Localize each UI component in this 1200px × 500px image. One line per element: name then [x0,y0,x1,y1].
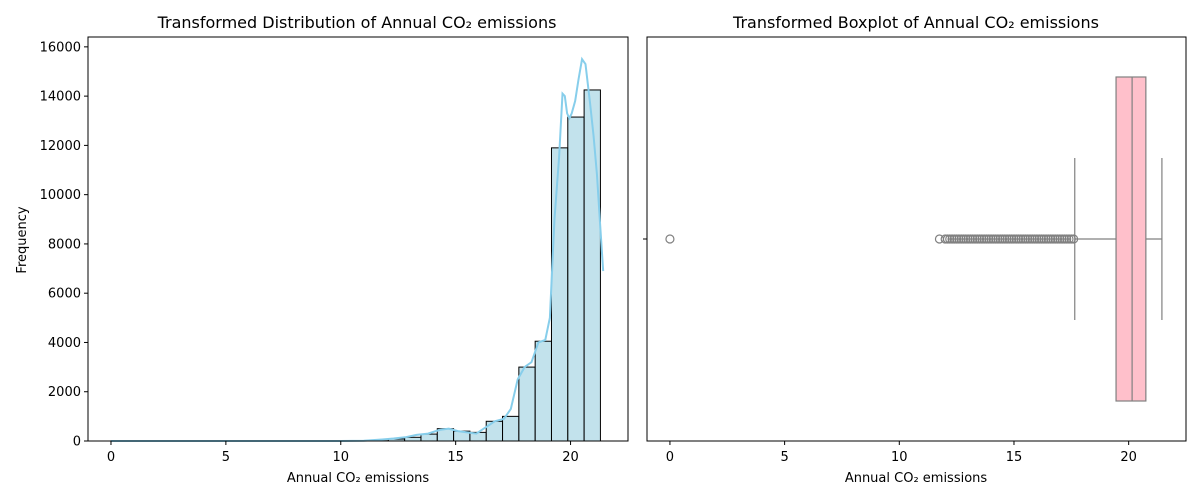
outlier-point [984,234,994,244]
histogram-panel: Transformed Distribution of Annual CO₂ e… [15,13,629,486]
outlier-point [995,234,1005,244]
outlier-point [949,234,959,244]
outlier-point [958,234,969,244]
outlier-point [1057,234,1067,244]
outlier-point [1023,234,1033,244]
outlier-point [972,234,982,244]
outlier-point [1025,234,1035,244]
outlier-point [1039,234,1049,244]
histogram-y-ticks: 0 2000 4000 6000 8000 10000 12000 14000 16000 [40,40,88,450]
histogram-title: Transformed Distribution of Annual CO₂ e… [157,13,557,32]
histogram-bar [534,340,552,442]
outlier-point [1004,234,1014,244]
histogram-x-ticks: 0 5 10 15 20 [107,441,579,465]
outlier-point [993,234,1003,244]
outlier-point [1020,234,1031,244]
outlier-point [1064,234,1074,244]
outlier-point [952,234,962,244]
boxplot-title: Transformed Boxplot of Annual CO₂ emissi… [732,13,1099,32]
outlier-point [981,234,992,244]
outlier-point [954,234,964,244]
boxplot-panel: Transformed Boxplot of Annual CO₂ emissi… [643,13,1187,486]
outlier-point [1016,234,1026,244]
x-tick-label: 20 [562,450,579,465]
x-tick-label: 10 [891,450,908,465]
outlier-point [970,234,980,244]
outlier-point [1052,234,1063,244]
outlier-point [665,234,675,244]
histogram-plot-frame [87,36,629,442]
y-tick-label: 8000 [48,237,81,252]
outlier-point [977,234,987,244]
outlier-point [1009,234,1019,244]
histogram-bar [550,147,569,442]
outlier-point [1050,234,1060,244]
histogram-bar [583,89,601,442]
kde-curve [110,56,605,442]
y-tick-label: 6000 [48,287,81,302]
outlier-point [1011,234,1021,244]
outlier-point [947,234,957,244]
outlier-point [1046,234,1056,244]
outlier-point [1062,234,1072,244]
outlier-point [997,234,1008,244]
x-tick-label: 5 [780,450,788,465]
histogram-bar [567,116,585,442]
histogram-bar [518,366,536,442]
outlier-point [1000,234,1010,244]
interquartile-box [1115,76,1147,402]
x-tick-label: 15 [1006,450,1023,465]
outlier-point [1007,234,1017,244]
outlier-point [965,234,976,244]
outlier-point [1041,234,1051,244]
x-tick-label: 10 [332,450,349,465]
outlier-point [945,234,955,244]
boxplot-body [1074,76,1163,402]
outlier-point [1013,234,1024,244]
x-tick-label: 5 [222,450,230,465]
outlier-point [1034,234,1044,244]
y-tick-label: 4000 [48,336,81,351]
outlier-point [1002,234,1012,244]
outlier-point [940,234,950,244]
outlier-point [956,234,966,244]
x-tick-label: 0 [107,450,115,465]
y-tick-label: 0 [73,435,81,450]
x-tick-label: 15 [447,450,464,465]
y-tick-label: 12000 [40,139,81,154]
outlier-point [963,234,973,244]
histogram-x-axis-label: Annual CO₂ emissions [287,471,430,486]
histogram-bars [110,89,601,442]
outlier-point [988,234,998,244]
outlier-point [1059,234,1070,244]
outlier-point [979,234,989,244]
outlier-point [974,234,985,244]
y-tick-label: 14000 [40,90,81,105]
outlier-point [1030,234,1040,244]
outlier-point [1055,234,1065,244]
outlier-point [1027,234,1037,244]
outlier-point [1036,234,1047,244]
boxplot-x-ticks: 0 5 10 15 20 [666,441,1137,465]
histogram-bar [420,433,438,442]
outlier-point [961,234,971,244]
outlier-point [1043,234,1053,244]
outlier-point [942,234,953,244]
histogram-bar [502,415,520,442]
boxplot-outliers [665,234,1079,244]
outlier-point [968,234,978,244]
outlier-point [991,234,1001,244]
y-tick-label: 2000 [48,385,81,400]
outlier-point [1048,234,1058,244]
y-tick-label: 16000 [40,40,81,55]
y-tick-label: 10000 [40,188,81,203]
outlier-point [986,234,996,244]
x-tick-label: 0 [666,450,674,465]
x-tick-label: 20 [1120,450,1137,465]
outlier-point [1018,234,1028,244]
histogram-y-axis-label: Frequency [15,206,30,273]
boxplot-x-axis-label: Annual CO₂ emissions [845,471,988,486]
outlier-point [1032,234,1042,244]
